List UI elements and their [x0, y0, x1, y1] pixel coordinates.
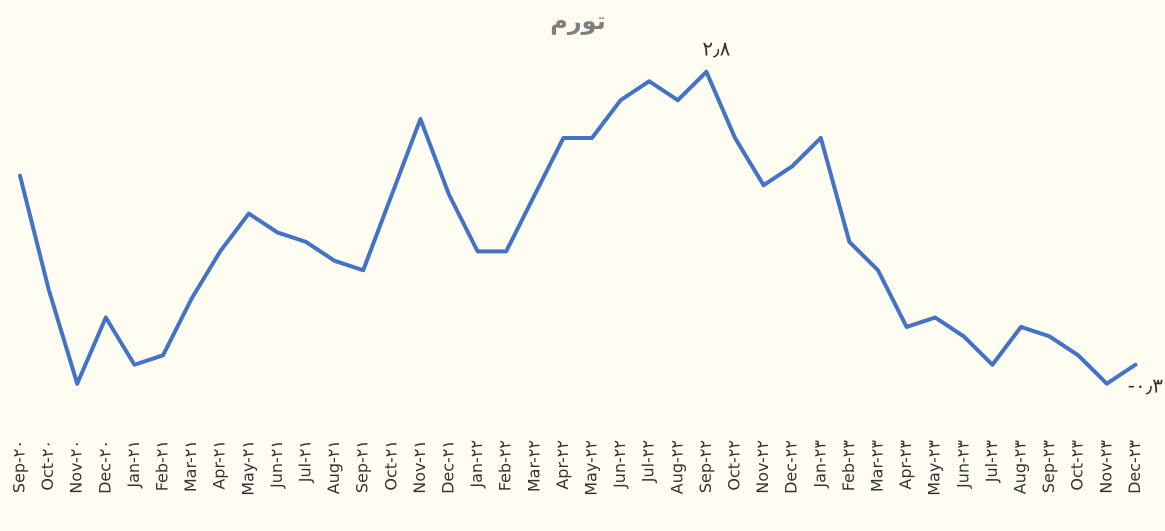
x-tick-label: Jun-۲۱ [267, 440, 286, 489]
x-tick-label: Nov-۲۱ [410, 440, 429, 494]
x-tick-label: May-۲۲ [582, 440, 601, 496]
x-tick-label: Nov-۲۳ [1096, 440, 1115, 494]
x-tick-label: Oct-۲۳ [1068, 440, 1087, 491]
x-tick-label: Jan-۲۱ [124, 440, 143, 489]
data-label: -۰٫۳ [1128, 373, 1163, 397]
x-tick-label: Nov-۲۰ [67, 440, 86, 494]
x-tick-label: Dec-۲۳ [1125, 440, 1144, 494]
x-tick-label: Jul-۲۱ [296, 440, 315, 483]
x-tick-label: Sep-۲۳ [1039, 440, 1058, 494]
x-tick-label: Apr-۲۱ [210, 440, 229, 490]
x-tick-label: Apr-۲۲ [553, 440, 572, 490]
x-tick-label: Jun-۲۲ [610, 440, 629, 489]
x-tick-label: May-۲۱ [238, 440, 257, 496]
x-tick-label: Jul-۲۳ [982, 440, 1001, 484]
x-tick-label: Jan-۲۳ [810, 440, 829, 489]
x-tick-label: Mar-۲۲ [524, 440, 543, 492]
x-tick-label: Feb-۲۳ [839, 440, 858, 492]
x-tick-label: Mar-۲۳ [868, 440, 887, 493]
x-tick-label: Oct-۲۱ [381, 440, 400, 491]
data-label: ۲٫۸ [702, 36, 730, 60]
x-tick-label: Dec-۲۰ [95, 440, 114, 494]
x-tick-label: Feb-۲۱ [153, 440, 172, 491]
x-tick-label: Apr-۲۳ [896, 440, 915, 490]
x-tick-label: Dec-۲۱ [439, 440, 458, 494]
x-tick-label: Jan-۲۲ [467, 440, 486, 489]
x-tick-label: Sep-۲۱ [353, 440, 372, 493]
x-tick-label: Aug-۲۱ [324, 440, 343, 494]
x-tick-label: Sep-۲۲ [696, 440, 715, 493]
x-tick-label: May-۲۳ [925, 440, 944, 496]
chart-title: تورم [550, 7, 605, 35]
x-tick-label: Aug-۲۳ [1011, 440, 1030, 495]
x-tick-label: Dec-۲۲ [782, 440, 801, 494]
x-tick-label: Sep-۲۰ [10, 440, 29, 493]
x-tick-label: Nov-۲۲ [753, 440, 772, 494]
x-tick-label: Mar-۲۱ [181, 440, 200, 492]
x-tick-label: Jun-۲۳ [953, 440, 972, 489]
x-tick-label: Oct-۲۰ [38, 440, 57, 491]
x-tick-label: Oct-۲۲ [725, 440, 744, 491]
x-tick-label: Feb-۲۲ [496, 440, 515, 491]
x-tick-label: Jul-۲۲ [639, 440, 658, 483]
line [18, 69, 1138, 386]
x-tick-label: Aug-۲۲ [667, 440, 686, 494]
